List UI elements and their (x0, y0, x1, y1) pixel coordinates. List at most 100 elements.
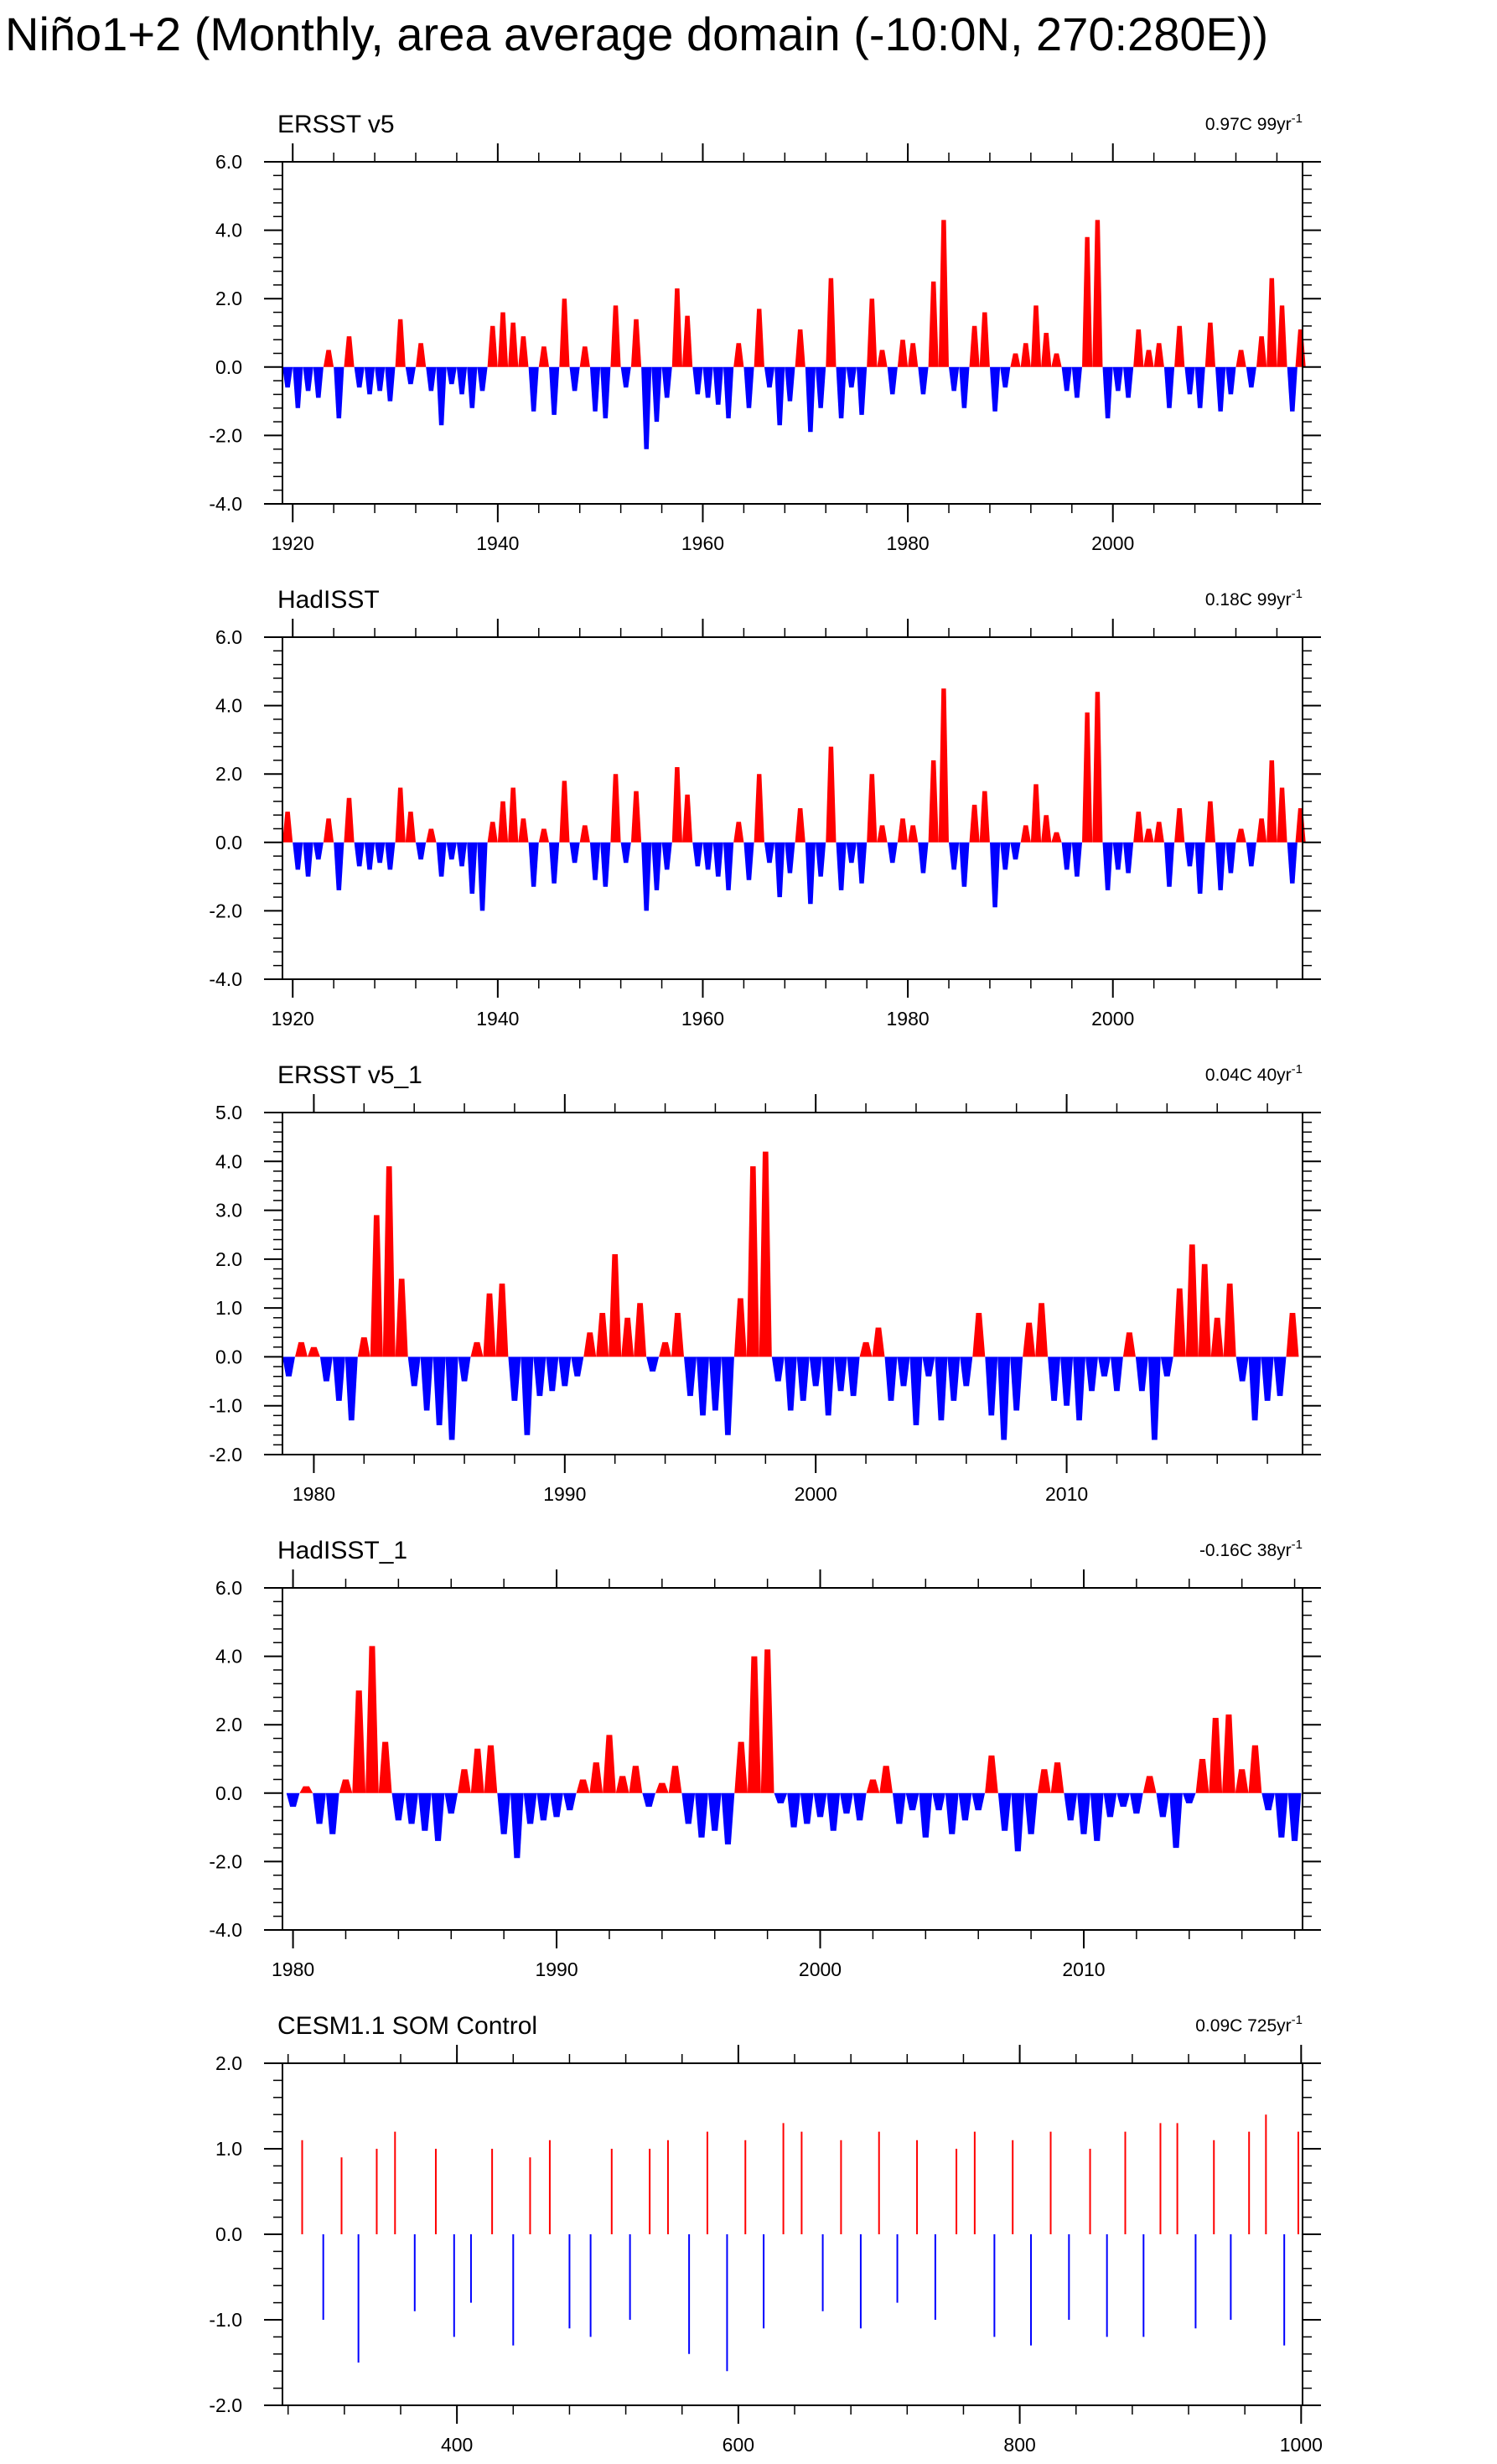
x-tick-label: 800 (1003, 2434, 1035, 2456)
data-mark (1210, 1317, 1224, 1357)
data-mark (528, 842, 539, 887)
data-mark (456, 842, 468, 867)
data-mark (1111, 1356, 1123, 1392)
data-mark (497, 801, 509, 843)
data-mark (375, 842, 386, 864)
data-mark (620, 842, 631, 864)
data-mark (997, 1356, 1011, 1440)
data-mark (446, 366, 457, 385)
data-mark (959, 842, 970, 887)
data-mark (684, 1356, 697, 1397)
data-mark (641, 842, 652, 911)
data-mark (497, 1792, 510, 1834)
data-mark (1000, 842, 1011, 870)
y-tick-label: 2.0 (215, 1714, 242, 1735)
data-mark (697, 1356, 709, 1416)
data-mark (872, 1327, 885, 1357)
data-mark (446, 842, 457, 860)
x-tick-label: 2000 (1091, 1008, 1134, 1030)
data-mark (354, 842, 365, 867)
y-tick-label: 0.0 (215, 356, 242, 378)
data-mark (816, 366, 826, 408)
data-mark (487, 822, 498, 843)
data-mark (600, 842, 611, 887)
data-mark (805, 366, 816, 433)
data-mark (405, 366, 416, 385)
data-mark (1010, 353, 1021, 367)
data-mark (1163, 842, 1175, 887)
data-mark (1143, 828, 1154, 843)
data-mark (1133, 812, 1144, 843)
data-mark (1061, 366, 1072, 392)
data-mark (681, 1792, 696, 1824)
y-tick-label: -4.0 (209, 968, 242, 990)
data-mark (583, 1332, 597, 1357)
x-tick-label: 2010 (1062, 1958, 1105, 1980)
data-mark (1184, 366, 1195, 395)
data-mark (528, 366, 539, 412)
data-mark (938, 220, 949, 367)
data-mark (385, 366, 396, 402)
data-mark (395, 787, 406, 843)
data-mark (589, 842, 601, 880)
data-mark (1287, 842, 1298, 884)
data-mark (1198, 1263, 1211, 1357)
data-mark (510, 1792, 524, 1859)
data-mark (385, 842, 396, 870)
data-mark (420, 1356, 433, 1411)
y-tick-label: 0.0 (215, 832, 242, 853)
data-mark (1287, 366, 1298, 412)
data-mark (1194, 842, 1205, 894)
data-mark (313, 366, 324, 398)
y-tick-label: 6.0 (215, 151, 242, 173)
data-mark (836, 842, 847, 890)
data-mark (533, 1356, 546, 1397)
data-mark (1133, 329, 1144, 367)
data-mark (1000, 366, 1011, 388)
data-mark (293, 366, 303, 408)
data-mark (382, 1166, 396, 1357)
x-tick-label: 1940 (476, 1008, 519, 1030)
chart-panel-2: -4.0 -2.0 0.0 2.0 4.0 6.0 1920 1940 1960 1980 2000… (209, 586, 1321, 1030)
data-mark (712, 366, 723, 405)
data-mark (859, 1341, 873, 1357)
data-mark (1020, 343, 1031, 367)
data-mark (928, 760, 939, 843)
trend-stat: 0.18C 99yr-1 (1205, 587, 1303, 610)
data-mark (1122, 1332, 1136, 1357)
data-mark (467, 366, 478, 408)
chart-panel-3: -2.0 -1.0 0.0 1.0 2.0 3.0 4.0 5.0 1980 1990 2000 20… (209, 1061, 1321, 1505)
data-mark (1235, 1356, 1249, 1382)
data-mark (867, 298, 878, 367)
x-tick-label: 2000 (1091, 532, 1134, 554)
data-mark (325, 1792, 339, 1834)
data-mark (760, 1649, 774, 1793)
data-mark (787, 1792, 800, 1828)
data-mark (671, 1313, 684, 1357)
data-mark (918, 842, 929, 874)
data-mark (960, 1356, 973, 1387)
data-mark (949, 366, 960, 392)
data-mark (456, 366, 468, 395)
data-mark (759, 1151, 772, 1357)
data-mark (1248, 1356, 1261, 1421)
data-mark (909, 1356, 923, 1425)
data-mark (467, 842, 478, 894)
data-mark (562, 1792, 577, 1811)
data-mark (846, 366, 857, 388)
data-mark (1051, 832, 1062, 843)
data-mark (319, 1356, 333, 1382)
x-tick-label: 2010 (1045, 1483, 1088, 1505)
data-mark (754, 309, 764, 367)
y-tick-label: -4.0 (209, 493, 242, 515)
data-mark (518, 336, 529, 367)
y-tick-label: 4.0 (215, 220, 242, 241)
panel-title: HadISST_1 (277, 1537, 407, 1564)
data-mark (378, 1741, 392, 1793)
data-mark (1071, 842, 1082, 877)
data-mark (550, 1792, 563, 1818)
data-mark (785, 366, 795, 402)
data-mark (293, 842, 303, 870)
data-mark (1295, 329, 1306, 367)
data-mark (495, 1284, 509, 1357)
